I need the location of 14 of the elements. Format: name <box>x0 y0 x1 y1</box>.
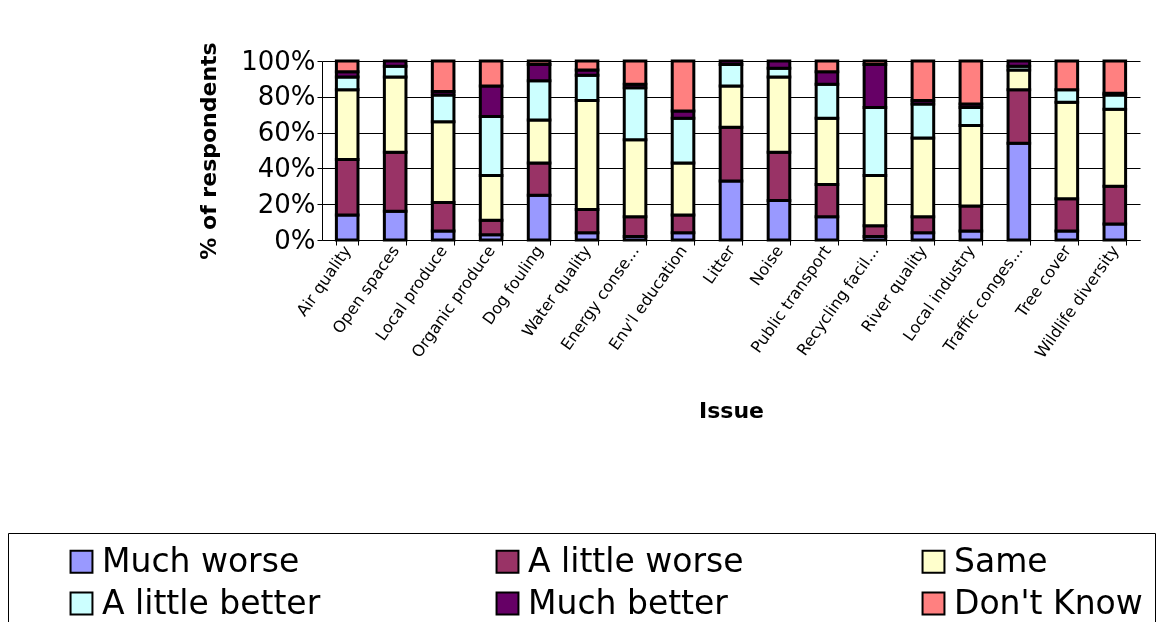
y-tick-label: 40% <box>257 152 316 183</box>
y-tick-label: 20% <box>257 188 316 219</box>
y-tick-label: 60% <box>257 117 316 148</box>
legend-label: Much better <box>528 582 729 622</box>
legend-label: Much worse <box>102 540 300 580</box>
y-axis-title: % of respondents <box>196 42 222 260</box>
y-tick-label: 100% <box>241 45 316 76</box>
x-axis-title: Issue <box>699 398 764 424</box>
legend-label: Same <box>954 540 1048 580</box>
legend-label: A little worse <box>528 540 744 580</box>
legend-label: Don't Know <box>954 582 1143 622</box>
legend-label: A little better <box>102 582 321 622</box>
y-tick-label: 80% <box>257 81 316 112</box>
y-tick-label: 0% <box>274 224 316 255</box>
